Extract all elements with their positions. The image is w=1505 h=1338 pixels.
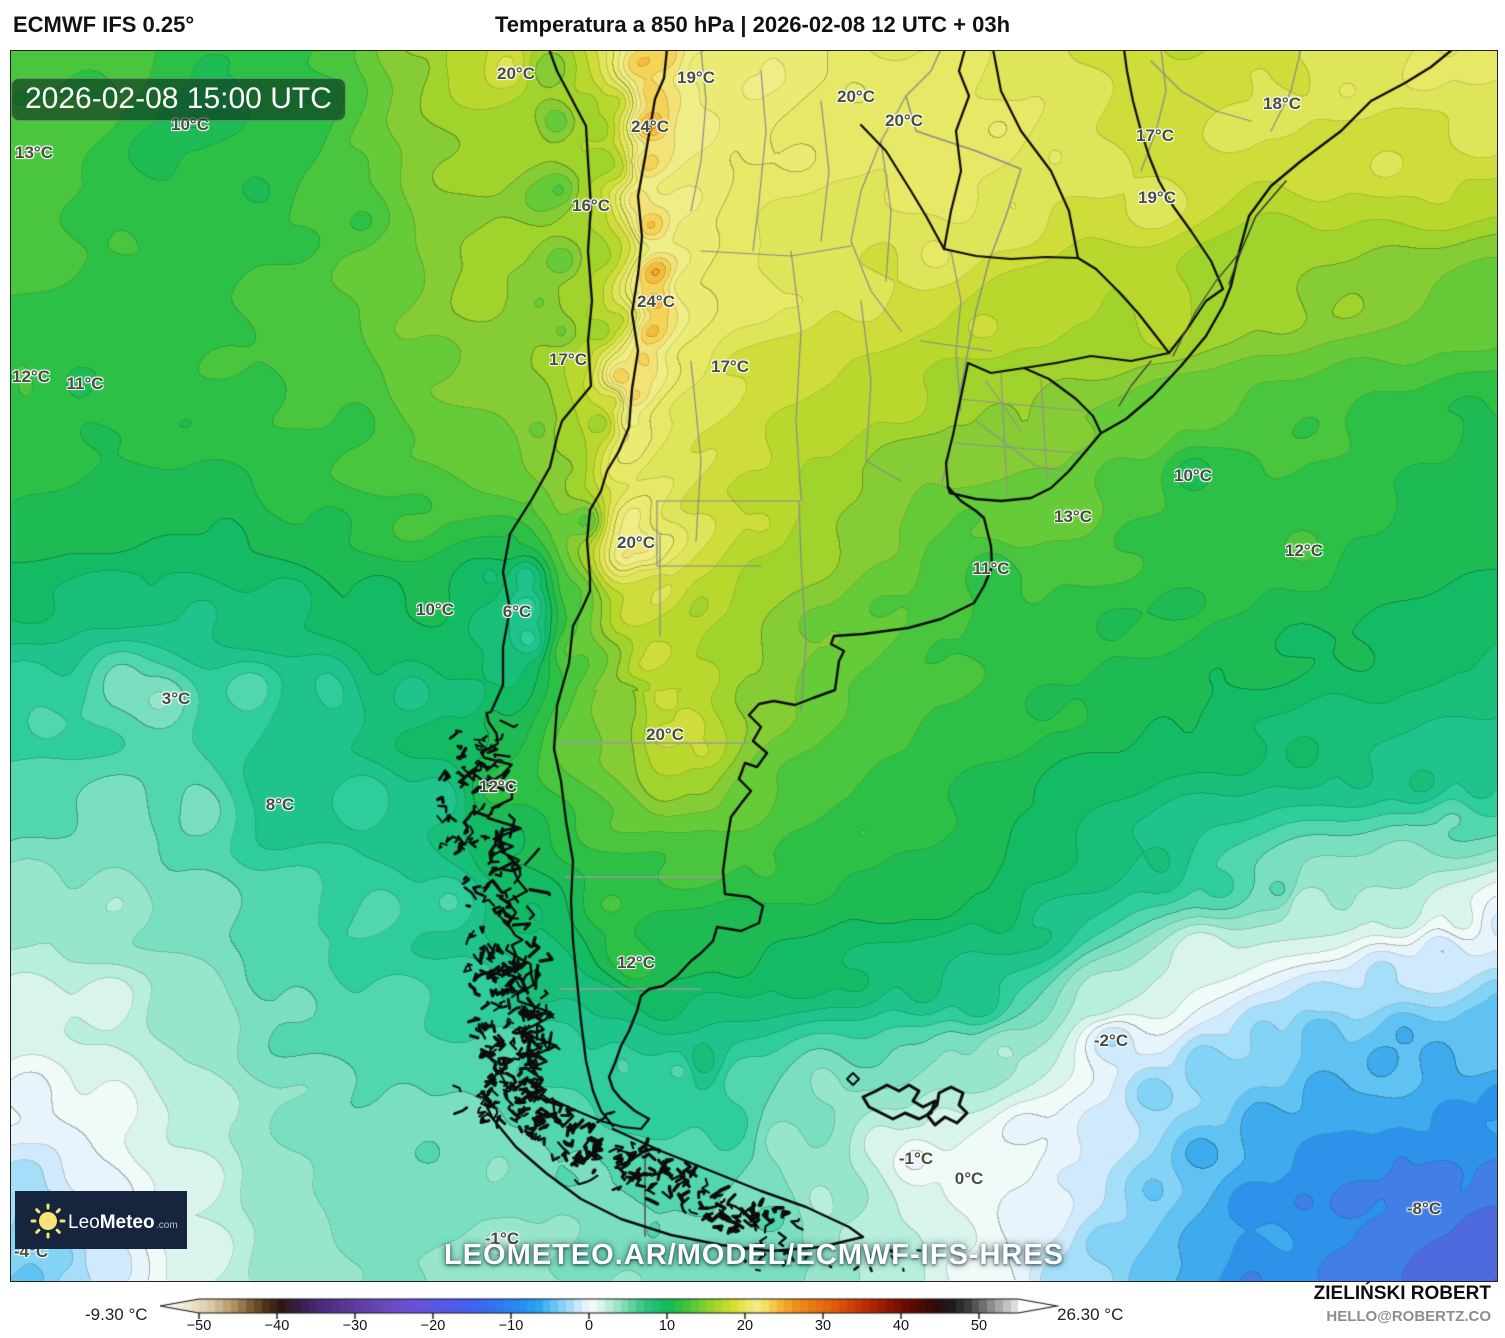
svg-text:LeoMeteo: LeoMeteo — [68, 1212, 155, 1233]
svg-text:.com: .com — [156, 1220, 178, 1231]
